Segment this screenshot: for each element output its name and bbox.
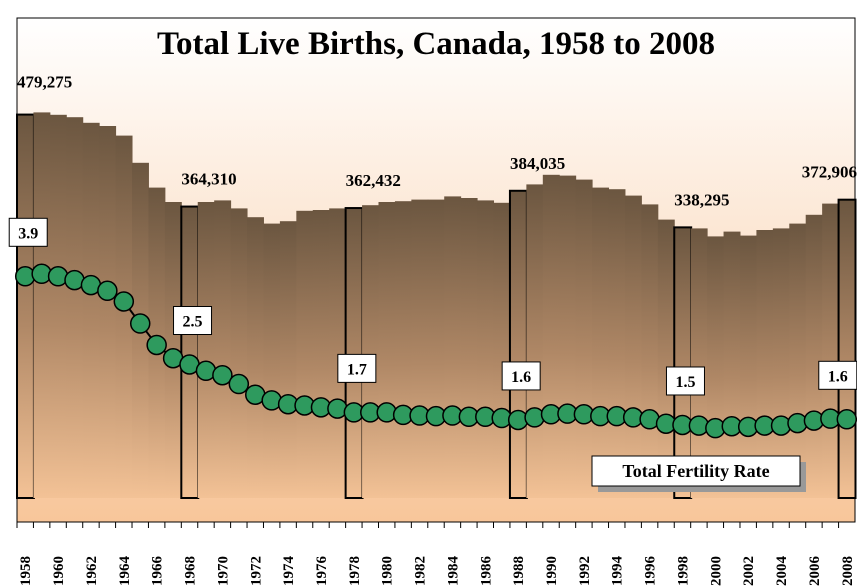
x-tick-label: 1980: [380, 556, 396, 586]
chart-title: Total Live Births, Canada, 1958 to 2008: [157, 26, 715, 62]
bar: [411, 199, 429, 498]
x-tick-label: 1998: [675, 556, 691, 586]
point-value-label: 1.7: [347, 361, 367, 378]
bar: [362, 205, 379, 498]
bar: [296, 210, 314, 499]
bar: [477, 200, 495, 498]
bar: [608, 189, 626, 498]
bar: [624, 195, 642, 498]
line-layer: [14, 263, 857, 439]
x-tick-label: 1968: [183, 556, 199, 586]
bar: [508, 189, 528, 499]
bar: [279, 221, 297, 498]
bar-value-label: 372,906: [802, 163, 857, 182]
x-tick-label: 1978: [347, 556, 363, 586]
bar: [822, 203, 840, 498]
legend-label: Total Fertility Rate: [622, 461, 769, 481]
bar: [559, 175, 577, 498]
x-tick-label: 2002: [741, 556, 757, 586]
bar: [312, 210, 330, 498]
x-tick-label: 2006: [807, 556, 823, 587]
point-value-label: 1.6: [828, 368, 848, 385]
x-tick-label: 1966: [150, 556, 166, 587]
point-label-box: [8, 217, 48, 247]
bar-value-label: 384,035: [510, 154, 565, 173]
bar: [641, 204, 659, 498]
bar: [82, 122, 100, 499]
labels: 479,275 364,310 362,432 384,035 338,295 372,9…: [8, 73, 857, 396]
x-tick-label: 1964: [117, 556, 133, 587]
bar: [444, 196, 462, 498]
bar: [542, 174, 560, 499]
x-tick-label: 1972: [248, 556, 264, 586]
x-tick-label: 1984: [445, 556, 461, 587]
point: [97, 280, 118, 302]
point: [212, 364, 233, 386]
x-tick-label: 1982: [413, 556, 429, 586]
point: [524, 407, 545, 428]
x-tick-label: 1988: [511, 556, 527, 586]
x-tick-label: 1992: [577, 556, 593, 586]
x-tick-label: 1958: [18, 556, 34, 586]
bar: [16, 113, 35, 500]
x-tick-label: 2000: [708, 556, 724, 586]
bar: [99, 126, 117, 498]
bar: [378, 202, 396, 498]
bar-value-label: 362,432: [346, 171, 401, 190]
point: [228, 373, 250, 395]
x-tick-label: 2004: [774, 556, 790, 587]
legend-box: [591, 455, 801, 487]
bar: [214, 200, 232, 498]
bar: [575, 179, 593, 498]
bar: [493, 202, 511, 499]
bar: [115, 135, 133, 498]
bar: [197, 202, 215, 498]
point-label-box: [501, 361, 541, 391]
bar: [263, 223, 281, 498]
x-tick-label: 1976: [314, 556, 330, 587]
bar: [344, 207, 364, 499]
bar: [247, 217, 264, 498]
point: [146, 334, 167, 356]
bar: [66, 117, 84, 498]
point: [836, 409, 857, 430]
bar: [837, 198, 857, 499]
point-value-label: 1.6: [511, 369, 531, 386]
point-value-label: 2.5: [183, 314, 203, 331]
x-tick-label: 1986: [478, 556, 494, 587]
bar-value-label: 479,275: [17, 73, 72, 92]
bar: [427, 199, 445, 498]
point: [113, 291, 135, 312]
x-tick-label: 1974: [281, 556, 297, 587]
bar: [805, 214, 823, 499]
point-label-box: [173, 306, 213, 335]
x-tick-label: 2008: [840, 556, 856, 586]
point-label-box: [665, 366, 705, 396]
bar: [329, 208, 347, 498]
x-tick-label: 1970: [215, 556, 231, 586]
x-tick-label: 1960: [51, 556, 67, 586]
x-tick-label: 1994: [610, 556, 626, 587]
bar-value-label: 338,295: [674, 190, 729, 209]
bar: [460, 198, 478, 498]
x-tick-label: 1996: [643, 556, 659, 587]
bar: [394, 201, 412, 498]
point: [129, 313, 151, 334]
bar-value-label: 364,310: [181, 170, 236, 189]
x-tick-label: 1962: [84, 556, 100, 586]
bar: [526, 184, 544, 498]
point-label-box: [337, 353, 377, 383]
bar: [49, 114, 67, 499]
bar: [33, 112, 51, 499]
x-tick-label: 1990: [544, 556, 560, 586]
point-value-label: 1.5: [675, 374, 695, 391]
bar: [230, 208, 248, 498]
bar: [180, 205, 200, 499]
point-value-label: 3.9: [18, 225, 38, 242]
bar: [592, 187, 610, 498]
point-label-box: [818, 360, 857, 390]
